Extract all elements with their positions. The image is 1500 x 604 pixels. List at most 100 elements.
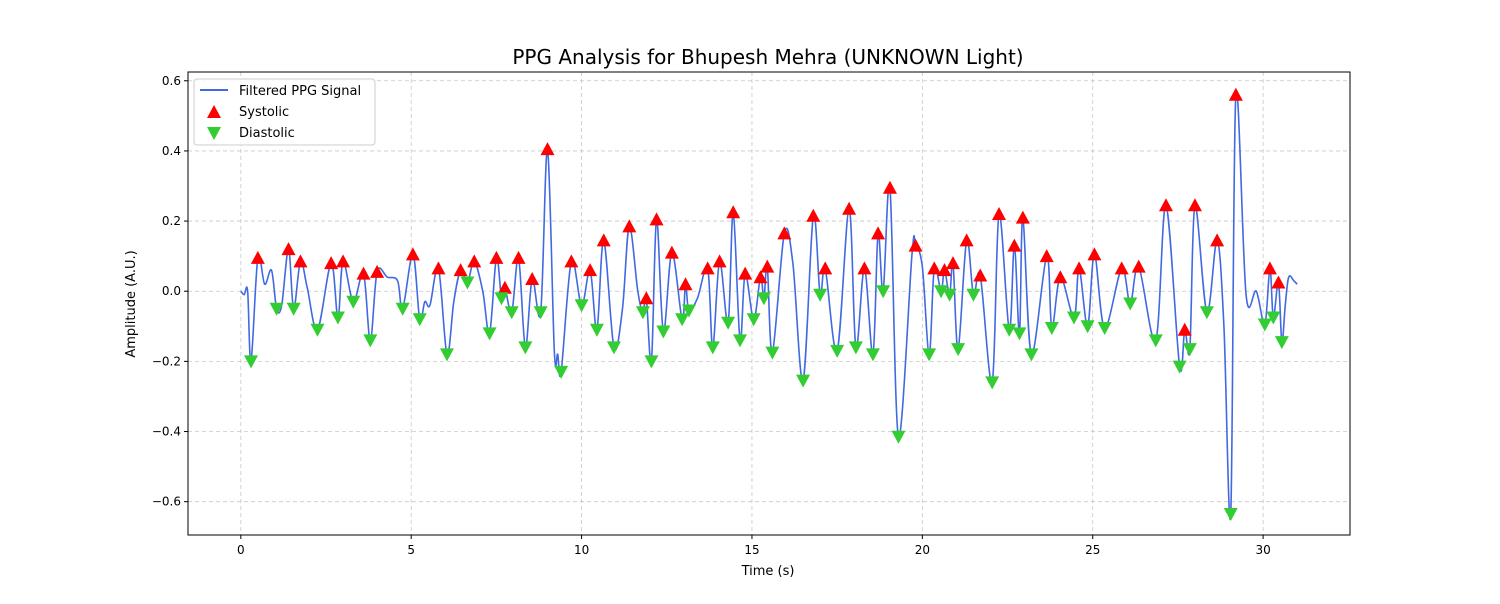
y-tick-label: 0.2 xyxy=(162,214,181,228)
systolic-marker xyxy=(973,268,988,282)
systolic-marker xyxy=(649,212,664,226)
systolic-marker xyxy=(250,250,265,264)
diastolic-marker xyxy=(1066,311,1081,325)
diastolic-marker xyxy=(1024,348,1039,362)
systolic-marker xyxy=(370,264,385,278)
signal-layer xyxy=(240,89,1298,520)
diastolic-marker xyxy=(554,365,569,379)
systolic-marker xyxy=(882,180,897,194)
systolic-marker xyxy=(738,266,753,280)
systolic-marker xyxy=(1015,210,1030,224)
diastolic-marker xyxy=(1148,334,1163,348)
diastolic-marker xyxy=(848,341,863,355)
diastolic-marker xyxy=(574,299,589,313)
tick-layer: 0 5 10 15 20 25 30 −0.6 −0.4 −0.2 0.0 0.2 0.4 0.6 xyxy=(152,74,1271,557)
systolic-marker xyxy=(712,254,727,268)
diastolic-marker xyxy=(1012,327,1027,341)
systolic-marker xyxy=(664,245,679,259)
systolic-marker xyxy=(871,226,886,240)
systolic-marker xyxy=(753,270,768,284)
systolic-marker xyxy=(927,261,942,275)
systolic-marker xyxy=(453,263,468,277)
diastolic-marker xyxy=(1274,336,1289,350)
systolic-marker xyxy=(1210,233,1225,247)
diastolic-marker xyxy=(746,313,761,327)
systolic-marker xyxy=(1271,275,1286,289)
systolic-marker xyxy=(726,205,741,219)
legend-signal-label: Filtered PPG Signal xyxy=(239,84,361,99)
ppg-signal-line xyxy=(240,89,1298,520)
diastolic-marker xyxy=(1080,320,1095,334)
systolic-marker xyxy=(760,259,775,273)
systolic-marker xyxy=(842,201,857,215)
legend-diastolic-swatch xyxy=(207,127,221,140)
diastolic-marker xyxy=(675,313,690,327)
diastolic-marker xyxy=(363,334,378,348)
x-tick-label: 30 xyxy=(1255,543,1270,557)
diastolic-marker xyxy=(951,343,966,357)
x-tick-label: 25 xyxy=(1085,543,1100,557)
systolic-marker xyxy=(1087,247,1102,261)
systolic-marker xyxy=(937,263,952,277)
systolic-marker xyxy=(1053,270,1068,284)
diastolic-marker xyxy=(721,316,736,330)
diastolic-marker xyxy=(765,346,780,360)
diastolic-marker xyxy=(922,348,937,362)
diastolic-marker xyxy=(412,313,427,327)
systolic-marker xyxy=(639,291,654,305)
diastolic-marker xyxy=(482,327,497,341)
systolic-marker xyxy=(356,266,371,280)
systolic-marker xyxy=(596,233,611,247)
systolic-marker xyxy=(511,250,526,264)
x-tick-label: 15 xyxy=(744,543,759,557)
systolic-marker xyxy=(583,263,598,277)
systolic-marker xyxy=(857,261,872,275)
legend-systolic-label: Systolic xyxy=(239,105,289,120)
diastolic-marker xyxy=(310,323,325,337)
diastolic-marker xyxy=(395,302,410,316)
diastolic-marker xyxy=(891,430,906,444)
x-tick-label: 20 xyxy=(915,543,930,557)
marker-layer xyxy=(244,87,1289,521)
diastolic-marker xyxy=(460,276,475,290)
diastolic-marker xyxy=(644,355,659,369)
systolic-marker xyxy=(1007,238,1022,252)
diastolic-marker xyxy=(966,288,981,302)
legend-box xyxy=(193,78,376,146)
systolic-marker xyxy=(1072,261,1087,275)
plot-frame xyxy=(187,71,1351,536)
diastolic-marker xyxy=(934,285,949,299)
x-tick-label: 0 xyxy=(237,543,245,557)
diastolic-marker xyxy=(1002,323,1017,337)
diastolic-marker xyxy=(346,295,361,309)
diastolic-marker xyxy=(533,306,548,320)
systolic-marker xyxy=(1262,261,1277,275)
systolic-marker xyxy=(700,261,715,275)
systolic-marker xyxy=(622,219,637,233)
diastolic-marker xyxy=(1199,306,1214,320)
diastolic-marker xyxy=(681,304,696,318)
y-axis-label: Amplitude (A.U.) xyxy=(124,250,139,357)
systolic-marker xyxy=(431,261,446,275)
diastolic-marker xyxy=(518,341,533,355)
diastolic-marker xyxy=(1223,507,1238,521)
diastolic-marker xyxy=(733,334,748,348)
diastolic-marker xyxy=(942,288,957,302)
y-tick-label: −0.2 xyxy=(152,354,181,368)
diastolic-marker xyxy=(656,325,671,339)
legend: Filtered PPG Signal Systolic Diastolic xyxy=(193,78,376,146)
diastolic-marker xyxy=(635,306,650,320)
systolic-marker xyxy=(540,142,555,156)
chart-title: PPG Analysis for Bhupesh Mehra (UNKNOWN … xyxy=(512,45,1023,69)
systolic-marker xyxy=(678,277,693,291)
systolic-marker xyxy=(405,247,420,261)
diastolic-marker xyxy=(1172,360,1187,374)
systolic-marker xyxy=(1228,87,1243,101)
diastolic-marker xyxy=(865,348,880,362)
systolic-marker xyxy=(1158,198,1173,212)
systolic-marker xyxy=(1187,198,1202,212)
systolic-marker xyxy=(497,280,512,294)
y-tick-label: −0.4 xyxy=(152,425,181,439)
